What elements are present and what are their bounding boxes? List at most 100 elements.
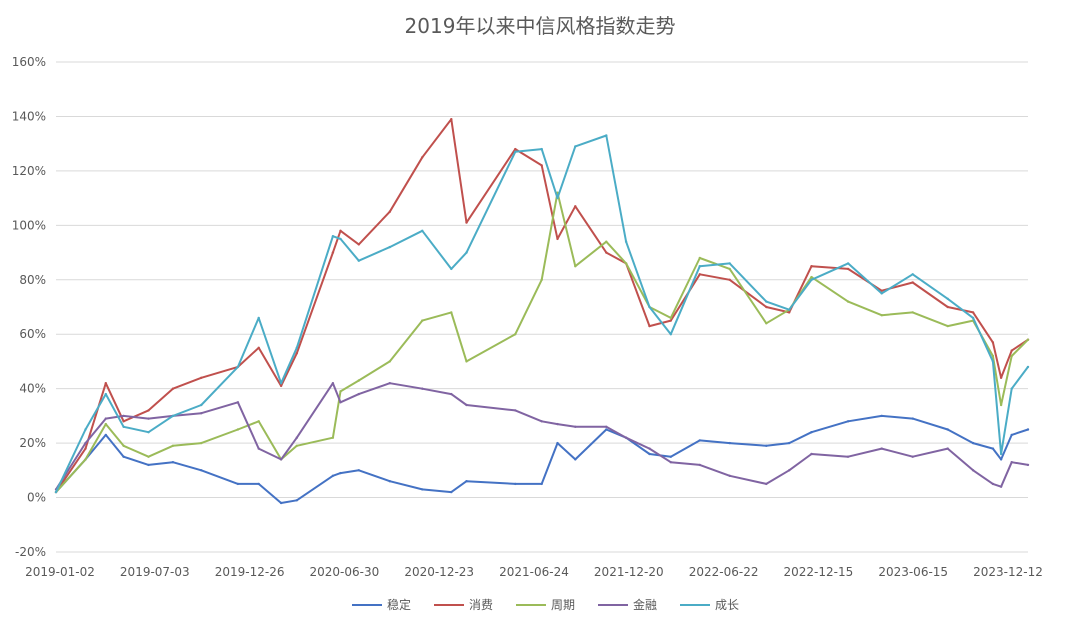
data-point	[556, 441, 559, 445]
data-point	[911, 455, 914, 458]
legend-item: 金融	[598, 597, 657, 612]
data-point	[357, 379, 360, 382]
data-point	[339, 471, 342, 475]
y-tick-label: 60%	[19, 327, 46, 341]
data-point	[624, 240, 628, 243]
data-point	[465, 403, 468, 407]
data-point	[946, 324, 949, 328]
legend-label: 成长	[715, 598, 739, 612]
data-point	[810, 265, 813, 268]
data-point	[84, 428, 87, 431]
data-point	[514, 333, 517, 336]
data-point	[669, 319, 672, 322]
data-point	[465, 221, 468, 224]
data-point	[971, 311, 975, 314]
data-point	[84, 458, 87, 461]
data-point	[84, 441, 87, 445]
legend-label: 稳定	[387, 597, 411, 612]
data-point	[104, 422, 108, 426]
data-point	[257, 482, 260, 486]
data-point	[122, 425, 125, 428]
data-point	[669, 333, 672, 336]
data-point	[728, 278, 731, 281]
data-point	[104, 417, 108, 420]
data-point	[556, 196, 559, 200]
data-point	[846, 420, 850, 423]
data-point	[765, 444, 768, 447]
data-point	[728, 474, 731, 477]
data-point	[540, 164, 543, 167]
series-line-成长	[55, 134, 1029, 493]
legend: 稳定 消费 周期 金融 成长	[352, 597, 739, 612]
data-point	[465, 480, 468, 483]
data-point	[236, 401, 240, 404]
chart-title: 2019年以来中信风格指数走势	[405, 14, 676, 38]
data-point	[421, 488, 424, 491]
data-point	[971, 441, 975, 445]
data-point	[257, 346, 260, 349]
data-point	[331, 474, 335, 477]
data-point	[999, 458, 1003, 461]
data-point	[104, 433, 108, 437]
data-point	[540, 420, 543, 423]
data-point	[450, 392, 453, 396]
data-point	[728, 262, 731, 265]
data-point	[1026, 338, 1030, 341]
data-point	[104, 382, 108, 385]
data-point	[279, 384, 283, 388]
data-point	[788, 441, 791, 445]
series-lines	[54, 118, 1030, 505]
data-point	[122, 420, 125, 423]
data-point	[122, 414, 125, 418]
y-tick-label: 20%	[19, 436, 46, 450]
data-point	[788, 311, 791, 314]
grid	[56, 61, 1028, 553]
data-point	[788, 469, 791, 472]
legend-label: 周期	[551, 598, 575, 612]
data-point	[765, 322, 768, 325]
x-tick-label: 2020-12-23	[404, 565, 474, 579]
data-point	[1010, 433, 1013, 437]
data-point	[624, 262, 628, 265]
data-point	[810, 431, 813, 434]
data-point	[728, 441, 731, 445]
data-point	[1010, 461, 1013, 464]
y-tick-label: 140%	[12, 109, 46, 123]
legend-label: 金融	[633, 597, 657, 612]
data-point	[846, 262, 850, 265]
data-point	[295, 444, 298, 447]
legend-item: 成长	[680, 598, 739, 612]
data-point	[450, 311, 453, 314]
data-point	[357, 392, 360, 396]
data-point	[295, 436, 298, 439]
data-point	[295, 352, 298, 355]
data-point	[574, 145, 577, 148]
data-point	[421, 229, 424, 232]
data-point	[880, 447, 883, 450]
data-point	[698, 439, 701, 442]
data-point	[421, 156, 424, 159]
data-point	[574, 205, 577, 208]
x-tick-label: 2023-06-15	[878, 565, 948, 579]
data-point	[339, 401, 342, 404]
data-point	[911, 273, 914, 276]
data-point	[200, 441, 203, 445]
data-point	[147, 417, 150, 420]
x-tick-label: 2021-12-20	[594, 565, 664, 579]
data-point	[200, 376, 203, 379]
data-point	[171, 387, 175, 390]
data-point	[540, 278, 543, 281]
data-point	[574, 425, 577, 428]
data-point	[1026, 365, 1030, 369]
y-tick-label: 100%	[12, 218, 46, 232]
x-tick-label: 2019-07-03	[120, 565, 190, 579]
x-tick-label: 2023-12-12	[973, 565, 1043, 579]
data-point	[1026, 428, 1030, 431]
y-axis: -20% 0% 20% 40% 60% 80% 100% 120% 140% 160%	[12, 55, 46, 559]
data-point	[122, 444, 125, 447]
data-point	[200, 469, 203, 472]
data-point	[514, 409, 517, 412]
data-point	[200, 403, 203, 407]
data-point	[999, 376, 1003, 379]
